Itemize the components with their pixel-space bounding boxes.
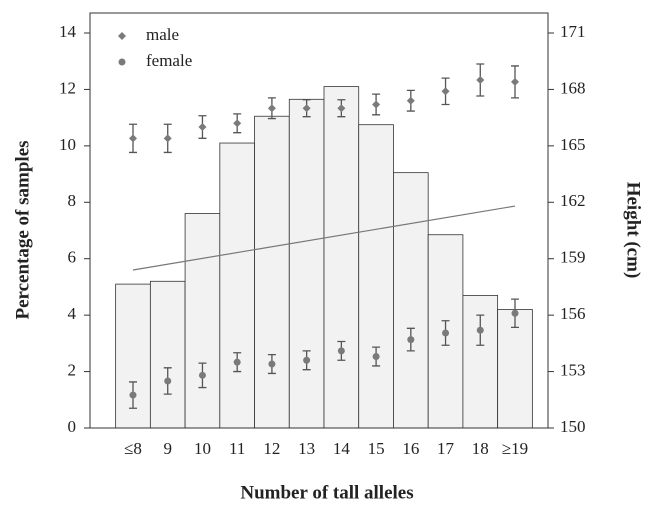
point (233, 358, 241, 366)
point (303, 356, 311, 364)
bar (358, 124, 394, 429)
y2-tick-label: 165 (560, 135, 586, 154)
bar (323, 86, 360, 429)
point (163, 134, 172, 143)
x-tick-label: 17 (437, 439, 455, 458)
x-tick-label: 13 (298, 439, 315, 458)
point (372, 100, 381, 109)
plot-frame (89, 12, 549, 429)
y-axis-title: Percentage of samples (12, 140, 33, 319)
point (233, 119, 242, 128)
y-tick-label: 8 (68, 191, 77, 210)
point (441, 87, 450, 96)
point (337, 347, 345, 355)
bar (219, 142, 255, 429)
bar (288, 98, 325, 429)
y-tick-label: 10 (59, 135, 76, 154)
point (268, 360, 276, 368)
y-tick-label: 2 (68, 360, 77, 379)
point (407, 336, 415, 344)
legend-marker (118, 58, 126, 66)
point (337, 104, 346, 113)
point (406, 96, 415, 105)
legend-marker (118, 32, 126, 40)
bar (497, 309, 533, 429)
point (476, 76, 485, 85)
x-tick-label: 10 (194, 439, 211, 458)
x-tick-label: 12 (263, 439, 280, 458)
bar (254, 115, 290, 429)
x-tick-label: 16 (402, 439, 419, 458)
y2-tick-label: 162 (560, 191, 586, 210)
y-tick-label: 14 (59, 22, 77, 41)
x-tick-label: ≤8 (124, 439, 142, 458)
point (198, 123, 207, 132)
y-tick-label: 12 (59, 78, 76, 97)
x-tick-label: 15 (368, 439, 385, 458)
point (442, 329, 450, 337)
x-tick-label: 14 (333, 439, 351, 458)
point (129, 391, 137, 399)
y2-tick-label: 150 (560, 417, 586, 436)
point (198, 371, 206, 379)
bar (184, 213, 221, 429)
point (302, 104, 311, 113)
legend-label: male (146, 25, 179, 44)
point (129, 134, 137, 143)
point (164, 377, 172, 385)
point (372, 353, 380, 361)
x-tick-label: ≥19 (502, 439, 528, 458)
y2-tick-label: 156 (560, 304, 586, 323)
legend-label: female (146, 51, 192, 70)
y2-tick-label: 168 (560, 78, 586, 97)
x-tick-label: 9 (163, 439, 172, 458)
y2-tick-label: 153 (560, 360, 586, 379)
y-tick-label: 0 (68, 417, 77, 436)
y2-axis-title: Height (cm) (623, 182, 644, 279)
point (267, 104, 276, 113)
bar (149, 280, 186, 429)
trend-line (132, 205, 516, 271)
x-tick-label: 18 (472, 439, 489, 458)
point (476, 326, 484, 334)
x-tick-label: 11 (229, 439, 245, 458)
y-tick-label: 4 (68, 304, 77, 323)
point (511, 309, 519, 317)
y2-tick-label: 171 (560, 22, 586, 41)
point (511, 77, 519, 86)
y2-tick-label: 159 (560, 248, 586, 267)
y-tick-label: 6 (68, 248, 77, 267)
bar (393, 172, 429, 429)
x-axis-title: Number of tall alleles (240, 482, 413, 503)
